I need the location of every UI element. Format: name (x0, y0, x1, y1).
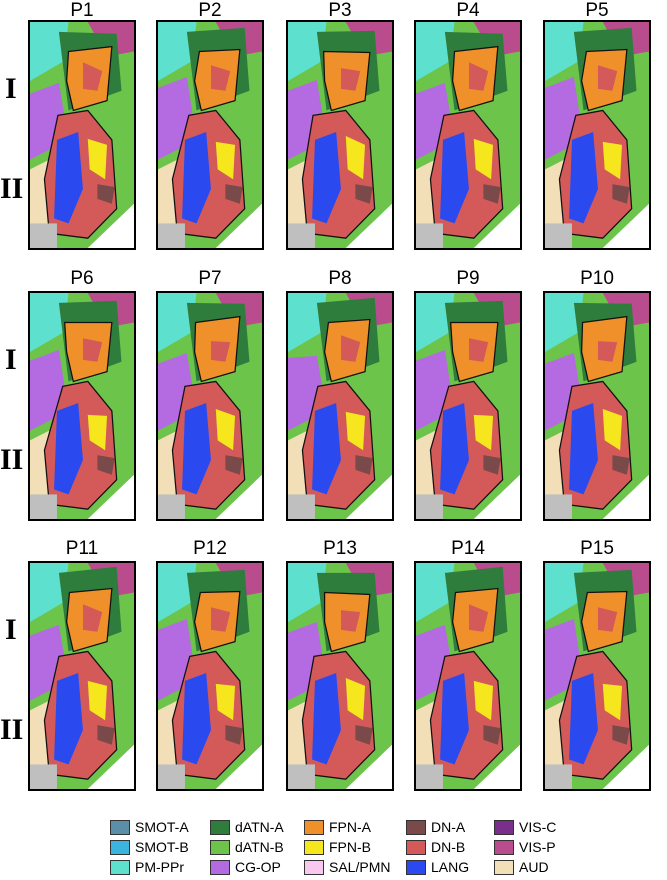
legend-swatch (494, 819, 514, 835)
legend-label: DN-A (431, 819, 466, 835)
panel-label: P12 (193, 538, 227, 559)
legend-label: VIS-P (519, 839, 556, 855)
panel-label: P2 (198, 0, 222, 21)
legend-swatch (110, 859, 130, 875)
legend-swatch (210, 819, 230, 835)
panel-label: P6 (70, 268, 94, 289)
legend-swatch (110, 819, 130, 835)
legend-swatch (304, 839, 324, 855)
legend-label: VIS-C (519, 819, 557, 835)
brain-map-panel (543, 291, 651, 521)
brain-map-panel (156, 20, 264, 250)
legend-item: CG-OP (210, 858, 281, 876)
legend-item: LANG (406, 858, 469, 876)
legend-label: SAL/PMN (329, 859, 391, 875)
panel-label: P11 (65, 538, 99, 559)
legend-item: SMOT-B (110, 838, 189, 856)
brain-map-panel (286, 291, 394, 521)
panel-label: P13 (323, 538, 357, 559)
legend-swatch (406, 839, 426, 855)
legend-item: dATN-A (210, 818, 284, 836)
brain-map-panel (414, 291, 522, 521)
row-label-II: II (0, 443, 24, 476)
legend-label: SMOT-A (135, 819, 189, 835)
brain-map-panel (28, 291, 136, 521)
panel-label: P7 (198, 268, 222, 289)
legend-item: VIS-C (494, 818, 556, 836)
legend-swatch (494, 859, 514, 875)
legend-swatch (110, 839, 130, 855)
legend-swatch (210, 839, 230, 855)
legend-item: FPN-A (304, 818, 371, 836)
legend-item: AUD (494, 858, 549, 876)
panel-label: P5 (585, 0, 609, 21)
legend-swatch (210, 859, 230, 875)
legend-swatch (494, 839, 514, 855)
legend-item: dATN-B (210, 838, 284, 856)
legend-item: SAL/PMN (304, 858, 390, 876)
legend-label: AUD (519, 859, 549, 875)
legend-label: dATN-B (235, 839, 284, 855)
brain-map-panel (156, 291, 264, 521)
panel-label: P9 (456, 268, 480, 289)
legend-label: dATN-A (235, 819, 284, 835)
row-label-I: I (5, 72, 17, 105)
legend-item: VIS-P (494, 838, 556, 856)
brain-map-panel (156, 561, 264, 791)
legend-item: FPN-B (304, 838, 371, 856)
panel-label: P14 (451, 538, 485, 559)
panel-label: P15 (580, 538, 614, 559)
panel-label: P4 (456, 0, 480, 21)
brain-map-panel (28, 561, 136, 791)
legend-swatch (406, 819, 426, 835)
brain-map-panel (543, 561, 651, 791)
legend-item: SMOT-A (110, 818, 189, 836)
brain-map-panel (414, 561, 522, 791)
legend-label: PM-PPr (135, 859, 184, 875)
legend-label: FPN-A (329, 819, 371, 835)
legend-item: DN-B (406, 838, 465, 856)
brain-map-panel (286, 561, 394, 791)
legend-item: PM-PPr (110, 858, 184, 876)
brain-map-panel (543, 20, 651, 250)
legend-item: DN-A (406, 818, 465, 836)
legend-swatch (406, 859, 426, 875)
panel-label: P8 (328, 268, 352, 289)
row-label-I: I (5, 343, 17, 376)
row-label-II: II (0, 713, 24, 746)
panel-label: P10 (580, 268, 614, 289)
legend-label: SMOT-B (135, 839, 189, 855)
legend-label: CG-OP (235, 859, 281, 875)
legend-swatch (304, 819, 324, 835)
legend-label: FPN-B (329, 839, 371, 855)
brain-map-panel (28, 20, 136, 250)
panel-label: P1 (70, 0, 94, 21)
brain-map-panel (414, 20, 522, 250)
row-label-I: I (5, 613, 17, 646)
legend-swatch (304, 859, 324, 875)
legend-label: DN-B (431, 839, 466, 855)
row-label-II: II (0, 172, 24, 205)
legend-label: LANG (431, 859, 470, 875)
brain-map-panel (286, 20, 394, 250)
panel-label: P3 (328, 0, 352, 21)
